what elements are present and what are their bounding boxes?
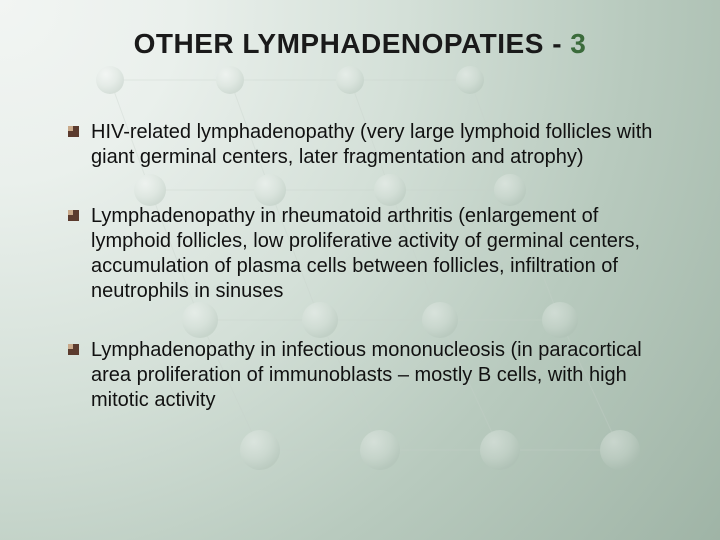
slide-title-number: 3 [570,28,586,59]
list-item-text: HIV-related lymphadenopathy (very large … [91,120,660,170]
list-item: Lymphadenopathy in infectious mononucleo… [68,338,660,413]
bullet-icon [68,126,79,137]
slide-title: OTHER LYMPHADENOPATIES - [134,28,571,59]
bullet-icon [68,344,79,355]
slide: OTHER LYMPHADENOPATIES - 3 HIV-related l… [0,0,720,540]
list-item-text: Lymphadenopathy in rheumatoid arthritis … [91,204,660,304]
bullet-icon [68,210,79,221]
bullet-list: HIV-related lymphadenopathy (very large … [68,120,660,447]
title-row: OTHER LYMPHADENOPATIES - 3 [0,28,720,60]
list-item-text: Lymphadenopathy in infectious mononucleo… [91,338,660,413]
list-item: Lymphadenopathy in rheumatoid arthritis … [68,204,660,304]
list-item: HIV-related lymphadenopathy (very large … [68,120,660,170]
